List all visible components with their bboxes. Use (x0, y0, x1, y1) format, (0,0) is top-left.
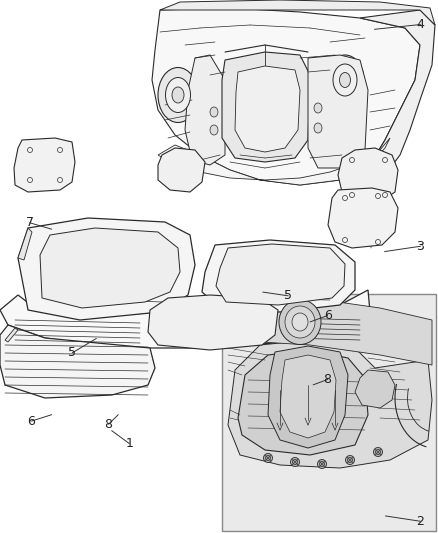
Polygon shape (5, 328, 18, 342)
Ellipse shape (318, 459, 326, 469)
Polygon shape (202, 240, 355, 312)
Ellipse shape (293, 459, 297, 464)
Polygon shape (228, 340, 432, 468)
Ellipse shape (265, 456, 271, 461)
Polygon shape (235, 66, 300, 152)
Polygon shape (18, 218, 195, 320)
Polygon shape (328, 188, 398, 248)
Text: 8: 8 (105, 418, 113, 431)
Text: 7: 7 (26, 216, 34, 229)
Polygon shape (158, 138, 390, 185)
Ellipse shape (264, 454, 272, 463)
Polygon shape (158, 148, 205, 192)
Ellipse shape (319, 462, 325, 466)
Polygon shape (18, 228, 32, 260)
Polygon shape (148, 295, 278, 350)
Ellipse shape (314, 123, 322, 133)
Text: 2: 2 (417, 515, 424, 528)
Ellipse shape (292, 313, 308, 331)
Ellipse shape (326, 55, 364, 105)
Text: 1: 1 (125, 437, 133, 450)
Polygon shape (40, 228, 180, 308)
Ellipse shape (346, 456, 354, 464)
Polygon shape (0, 290, 370, 348)
Ellipse shape (285, 306, 315, 338)
Polygon shape (222, 52, 310, 162)
Text: 3: 3 (417, 240, 424, 253)
Polygon shape (360, 10, 435, 180)
Ellipse shape (166, 77, 191, 112)
Ellipse shape (172, 87, 184, 103)
Ellipse shape (375, 449, 381, 455)
Text: 6: 6 (28, 415, 35, 427)
Ellipse shape (374, 448, 382, 456)
Ellipse shape (158, 68, 198, 123)
Ellipse shape (279, 300, 321, 344)
Ellipse shape (210, 107, 218, 117)
Polygon shape (0, 325, 155, 398)
Ellipse shape (347, 457, 353, 463)
Ellipse shape (339, 72, 350, 87)
Text: 8: 8 (324, 373, 332, 386)
Ellipse shape (314, 103, 322, 113)
Polygon shape (185, 55, 225, 165)
Polygon shape (355, 370, 395, 408)
Polygon shape (238, 350, 368, 455)
Ellipse shape (290, 457, 300, 466)
Polygon shape (152, 8, 420, 185)
Polygon shape (308, 55, 368, 168)
Ellipse shape (333, 64, 357, 96)
Polygon shape (268, 346, 348, 448)
Polygon shape (216, 244, 345, 305)
Polygon shape (14, 138, 75, 192)
Polygon shape (228, 294, 432, 365)
Text: 6: 6 (324, 309, 332, 322)
Polygon shape (160, 0, 435, 25)
Ellipse shape (210, 125, 218, 135)
Text: 4: 4 (417, 18, 424, 31)
Text: 5: 5 (68, 346, 76, 359)
Bar (222, 294, 436, 531)
Text: 5: 5 (284, 289, 292, 302)
Polygon shape (338, 148, 398, 202)
Polygon shape (280, 355, 336, 438)
